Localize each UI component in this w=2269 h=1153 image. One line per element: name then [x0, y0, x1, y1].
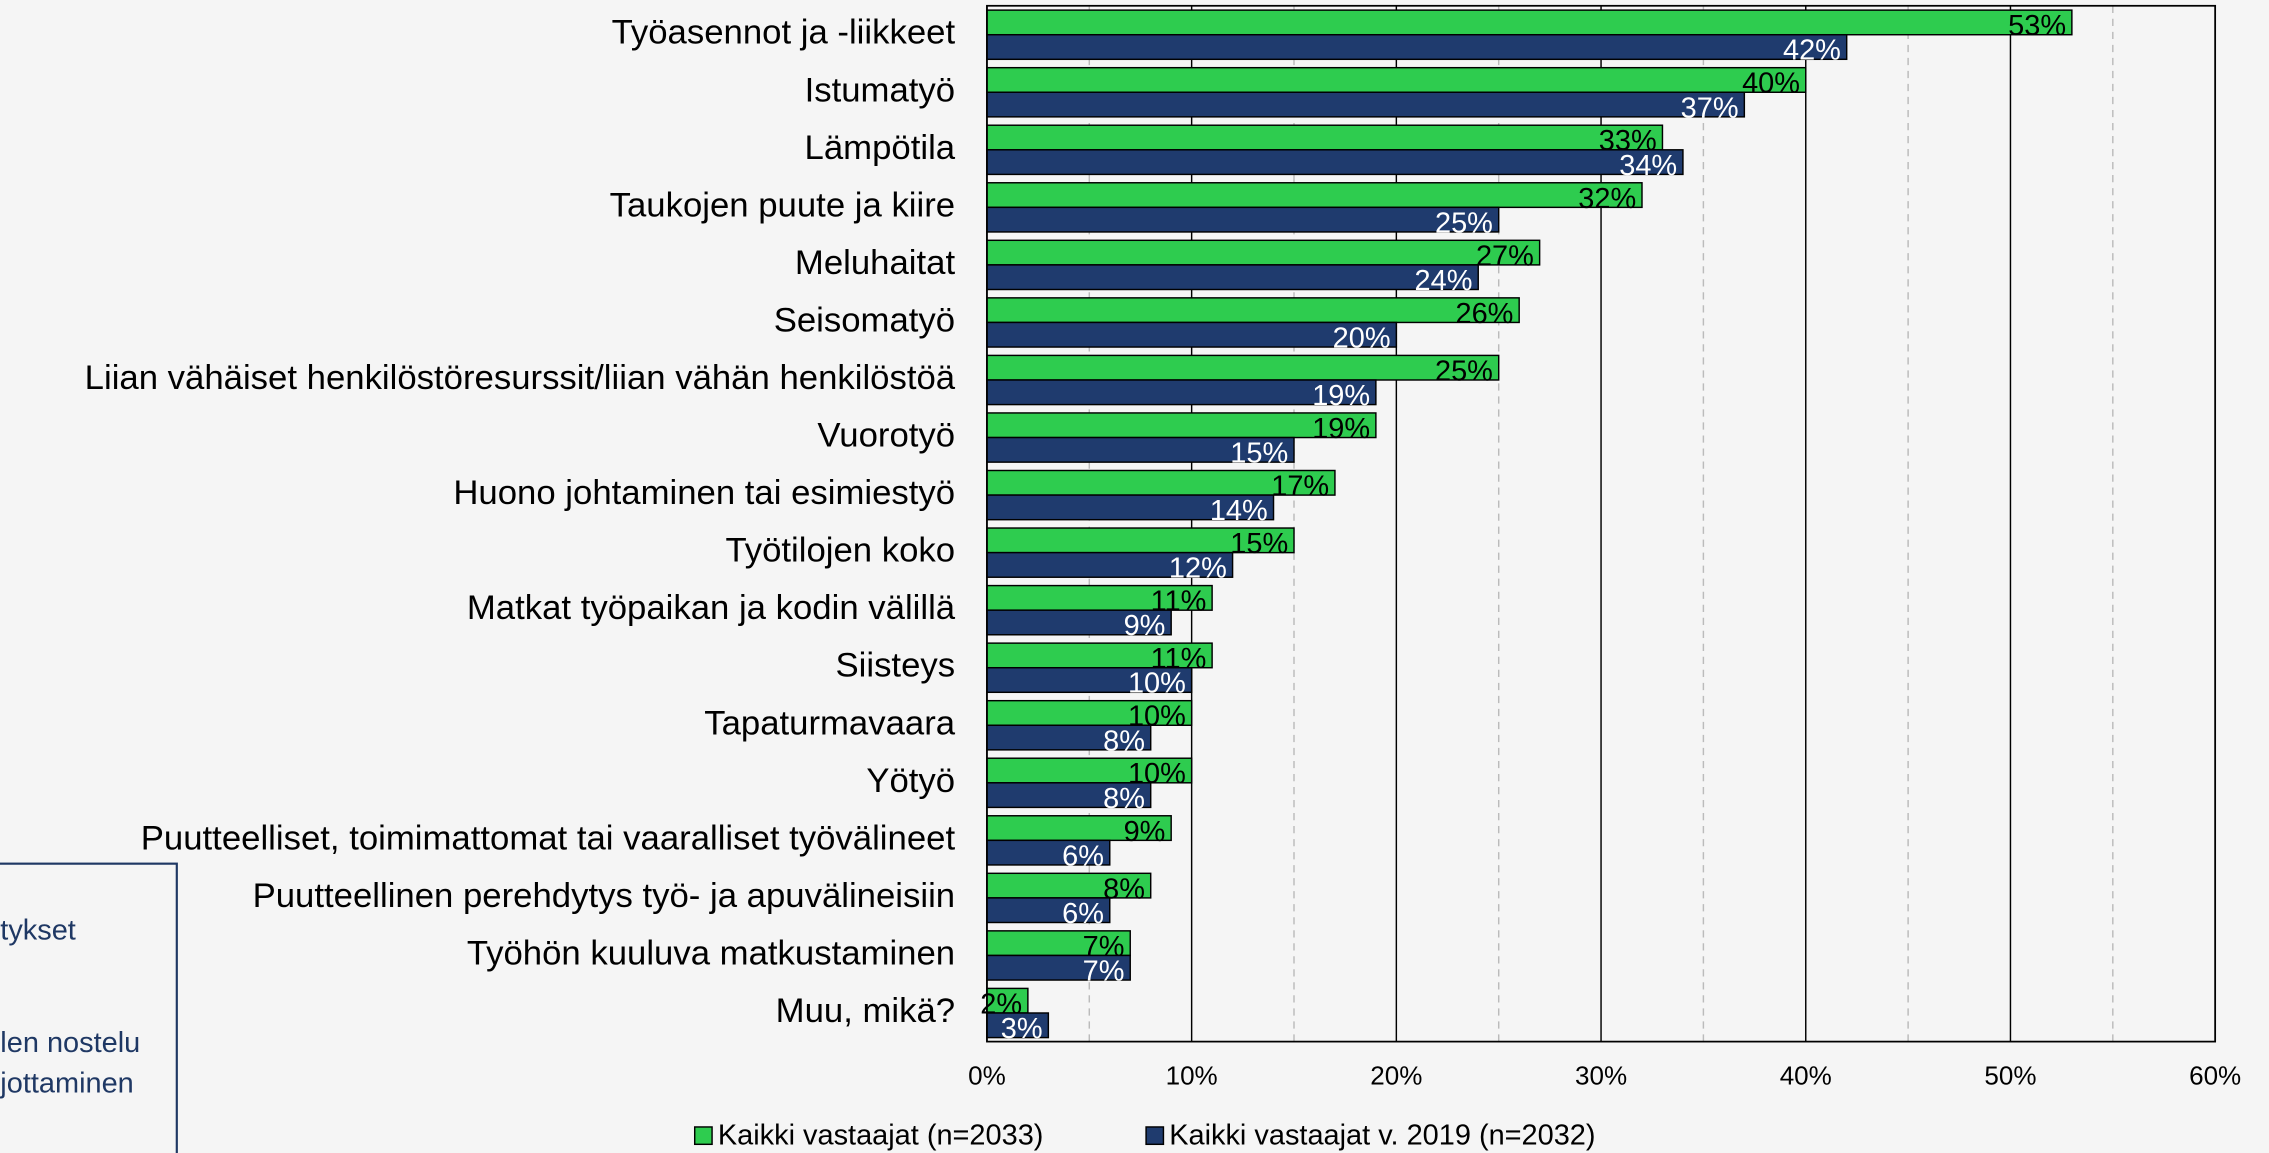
category-label: Yötyö	[866, 762, 955, 800]
bar	[986, 33, 1848, 61]
value-label: 34%	[1619, 150, 1677, 182]
side-panel	[0, 862, 178, 1153]
bar	[986, 182, 1643, 209]
value-label: 6%	[1062, 840, 1104, 872]
bar	[986, 9, 2073, 36]
x-tick-label: 10%	[1166, 1061, 1218, 1091]
legend-label: Kaikki vastaajat (n=2033)	[718, 1120, 1044, 1152]
value-label: 27%	[1476, 240, 1534, 272]
bar	[986, 436, 1295, 463]
value-label: 24%	[1415, 265, 1473, 297]
value-label: 7%	[1083, 955, 1125, 987]
value-label: 17%	[1271, 470, 1329, 502]
category-label: Liian vähäiset henkilöstöresurssit/liian…	[85, 359, 956, 397]
bar	[986, 609, 1172, 636]
value-label: 25%	[1435, 355, 1493, 387]
bar	[986, 321, 1398, 348]
bar	[986, 724, 1152, 751]
category-label: Lämpötila	[805, 129, 956, 167]
bar	[986, 66, 1807, 93]
bar	[986, 124, 1664, 151]
bar	[986, 149, 1684, 176]
legend-swatch	[1145, 1126, 1165, 1146]
value-label: 32%	[1578, 183, 1636, 215]
value-label: 9%	[1124, 610, 1166, 642]
category-label: Vuorotyö	[817, 417, 955, 455]
category-label: Siisteys	[835, 647, 955, 685]
category-label: Muu, mikä?	[776, 992, 955, 1030]
value-label: 15%	[1230, 438, 1288, 470]
side-panel-text: len nostelu	[0, 1027, 140, 1059]
value-label: 19%	[1312, 380, 1370, 412]
bar	[986, 297, 1520, 324]
category-label: Työasennot ja -liikkeet	[612, 14, 956, 52]
bar	[986, 379, 1377, 406]
bar	[986, 206, 1500, 233]
value-label: 6%	[1062, 898, 1104, 930]
bar	[986, 987, 1029, 1014]
value-label: 26%	[1455, 298, 1513, 330]
category-label: Puutteelliset, toimimattomat tai vaarall…	[141, 819, 956, 857]
legend-swatch	[693, 1126, 713, 1146]
category-label: Työtilojen koko	[725, 532, 955, 570]
bar	[986, 551, 1234, 578]
value-label: 15%	[1230, 528, 1288, 560]
bar	[986, 494, 1275, 521]
value-label: 53%	[2008, 10, 2066, 42]
category-label: Matkat työpaikan ja kodin välillä	[467, 589, 956, 627]
value-label: 8%	[1103, 725, 1145, 757]
legend-label: Kaikki vastaajat v. 2019 (n=2032)	[1169, 1120, 1595, 1152]
value-label: 12%	[1169, 553, 1227, 585]
bar	[986, 469, 1336, 496]
value-label: 40%	[1742, 68, 1800, 100]
value-label: 25%	[1435, 207, 1493, 239]
value-label: 8%	[1103, 783, 1145, 815]
value-label: 9%	[1124, 816, 1166, 848]
category-label: Tapaturmavaara	[704, 704, 956, 742]
bar	[986, 239, 1541, 266]
x-tick-label: 60%	[2189, 1061, 2241, 1091]
category-label: Meluhaitat	[795, 244, 956, 282]
bar	[986, 91, 1746, 118]
value-label: 14%	[1210, 495, 1268, 527]
category-label: Huono johtaminen tai esimiestyö	[453, 474, 955, 512]
bar	[986, 897, 1111, 924]
bar	[986, 1012, 1050, 1039]
plot-border	[986, 4, 2217, 1043]
x-tick-label: 30%	[1575, 1061, 1627, 1091]
bar	[986, 699, 1193, 726]
value-label: 10%	[1128, 668, 1186, 700]
category-label: Seisomatyö	[774, 301, 955, 339]
value-label: 37%	[1681, 92, 1739, 124]
x-tick-label: 40%	[1780, 1061, 1832, 1091]
bar	[986, 354, 1500, 381]
side-panel-text: jottaminen	[0, 1068, 134, 1100]
bar	[986, 782, 1152, 809]
category-label: Taukojen puute ja kiire	[610, 186, 955, 224]
x-tick-label: 50%	[1984, 1061, 2036, 1091]
bar	[986, 954, 1131, 981]
x-tick-label: 0%	[968, 1061, 1006, 1091]
value-label: 3%	[1001, 1013, 1043, 1045]
category-label: Puutteellinen perehdytys työ- ja apuväli…	[253, 877, 956, 915]
category-label: Työhön kuuluva matkustaminen	[467, 934, 955, 972]
side-panel-text: tykset	[0, 914, 76, 946]
value-label: 20%	[1333, 322, 1391, 354]
x-tick-label: 20%	[1370, 1061, 1422, 1091]
bar	[986, 264, 1479, 291]
bar	[986, 584, 1213, 611]
category-label: Istumatyö	[805, 71, 956, 109]
value-label: 19%	[1312, 413, 1370, 445]
value-label: 42%	[1783, 35, 1841, 67]
